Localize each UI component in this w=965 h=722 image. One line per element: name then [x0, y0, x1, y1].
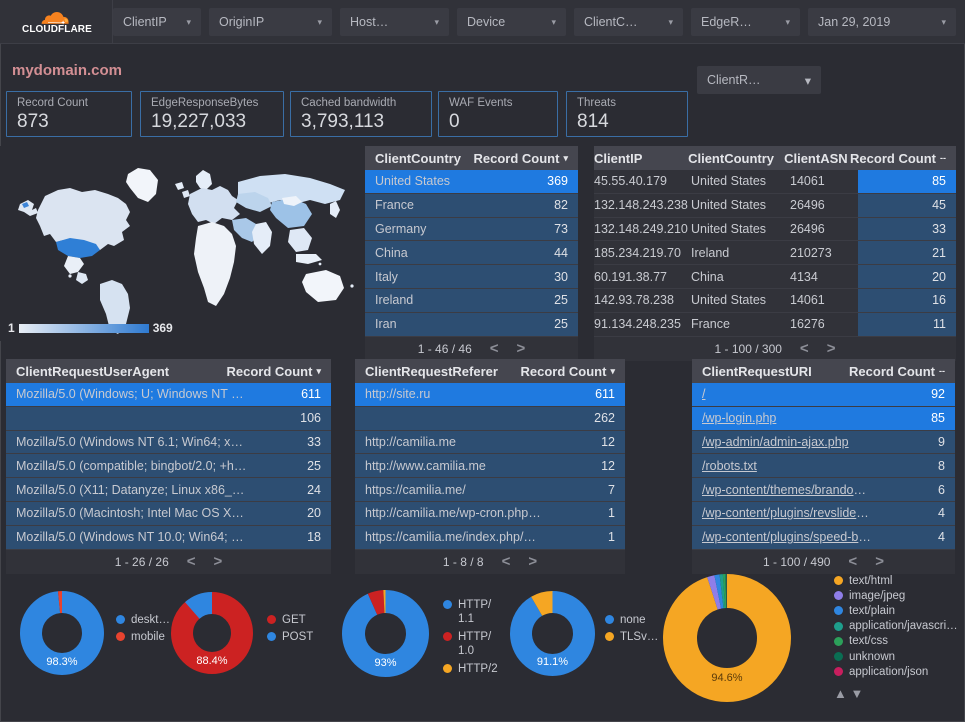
svg-text:CLOUDFLARE: CLOUDFLARE	[22, 24, 92, 35]
